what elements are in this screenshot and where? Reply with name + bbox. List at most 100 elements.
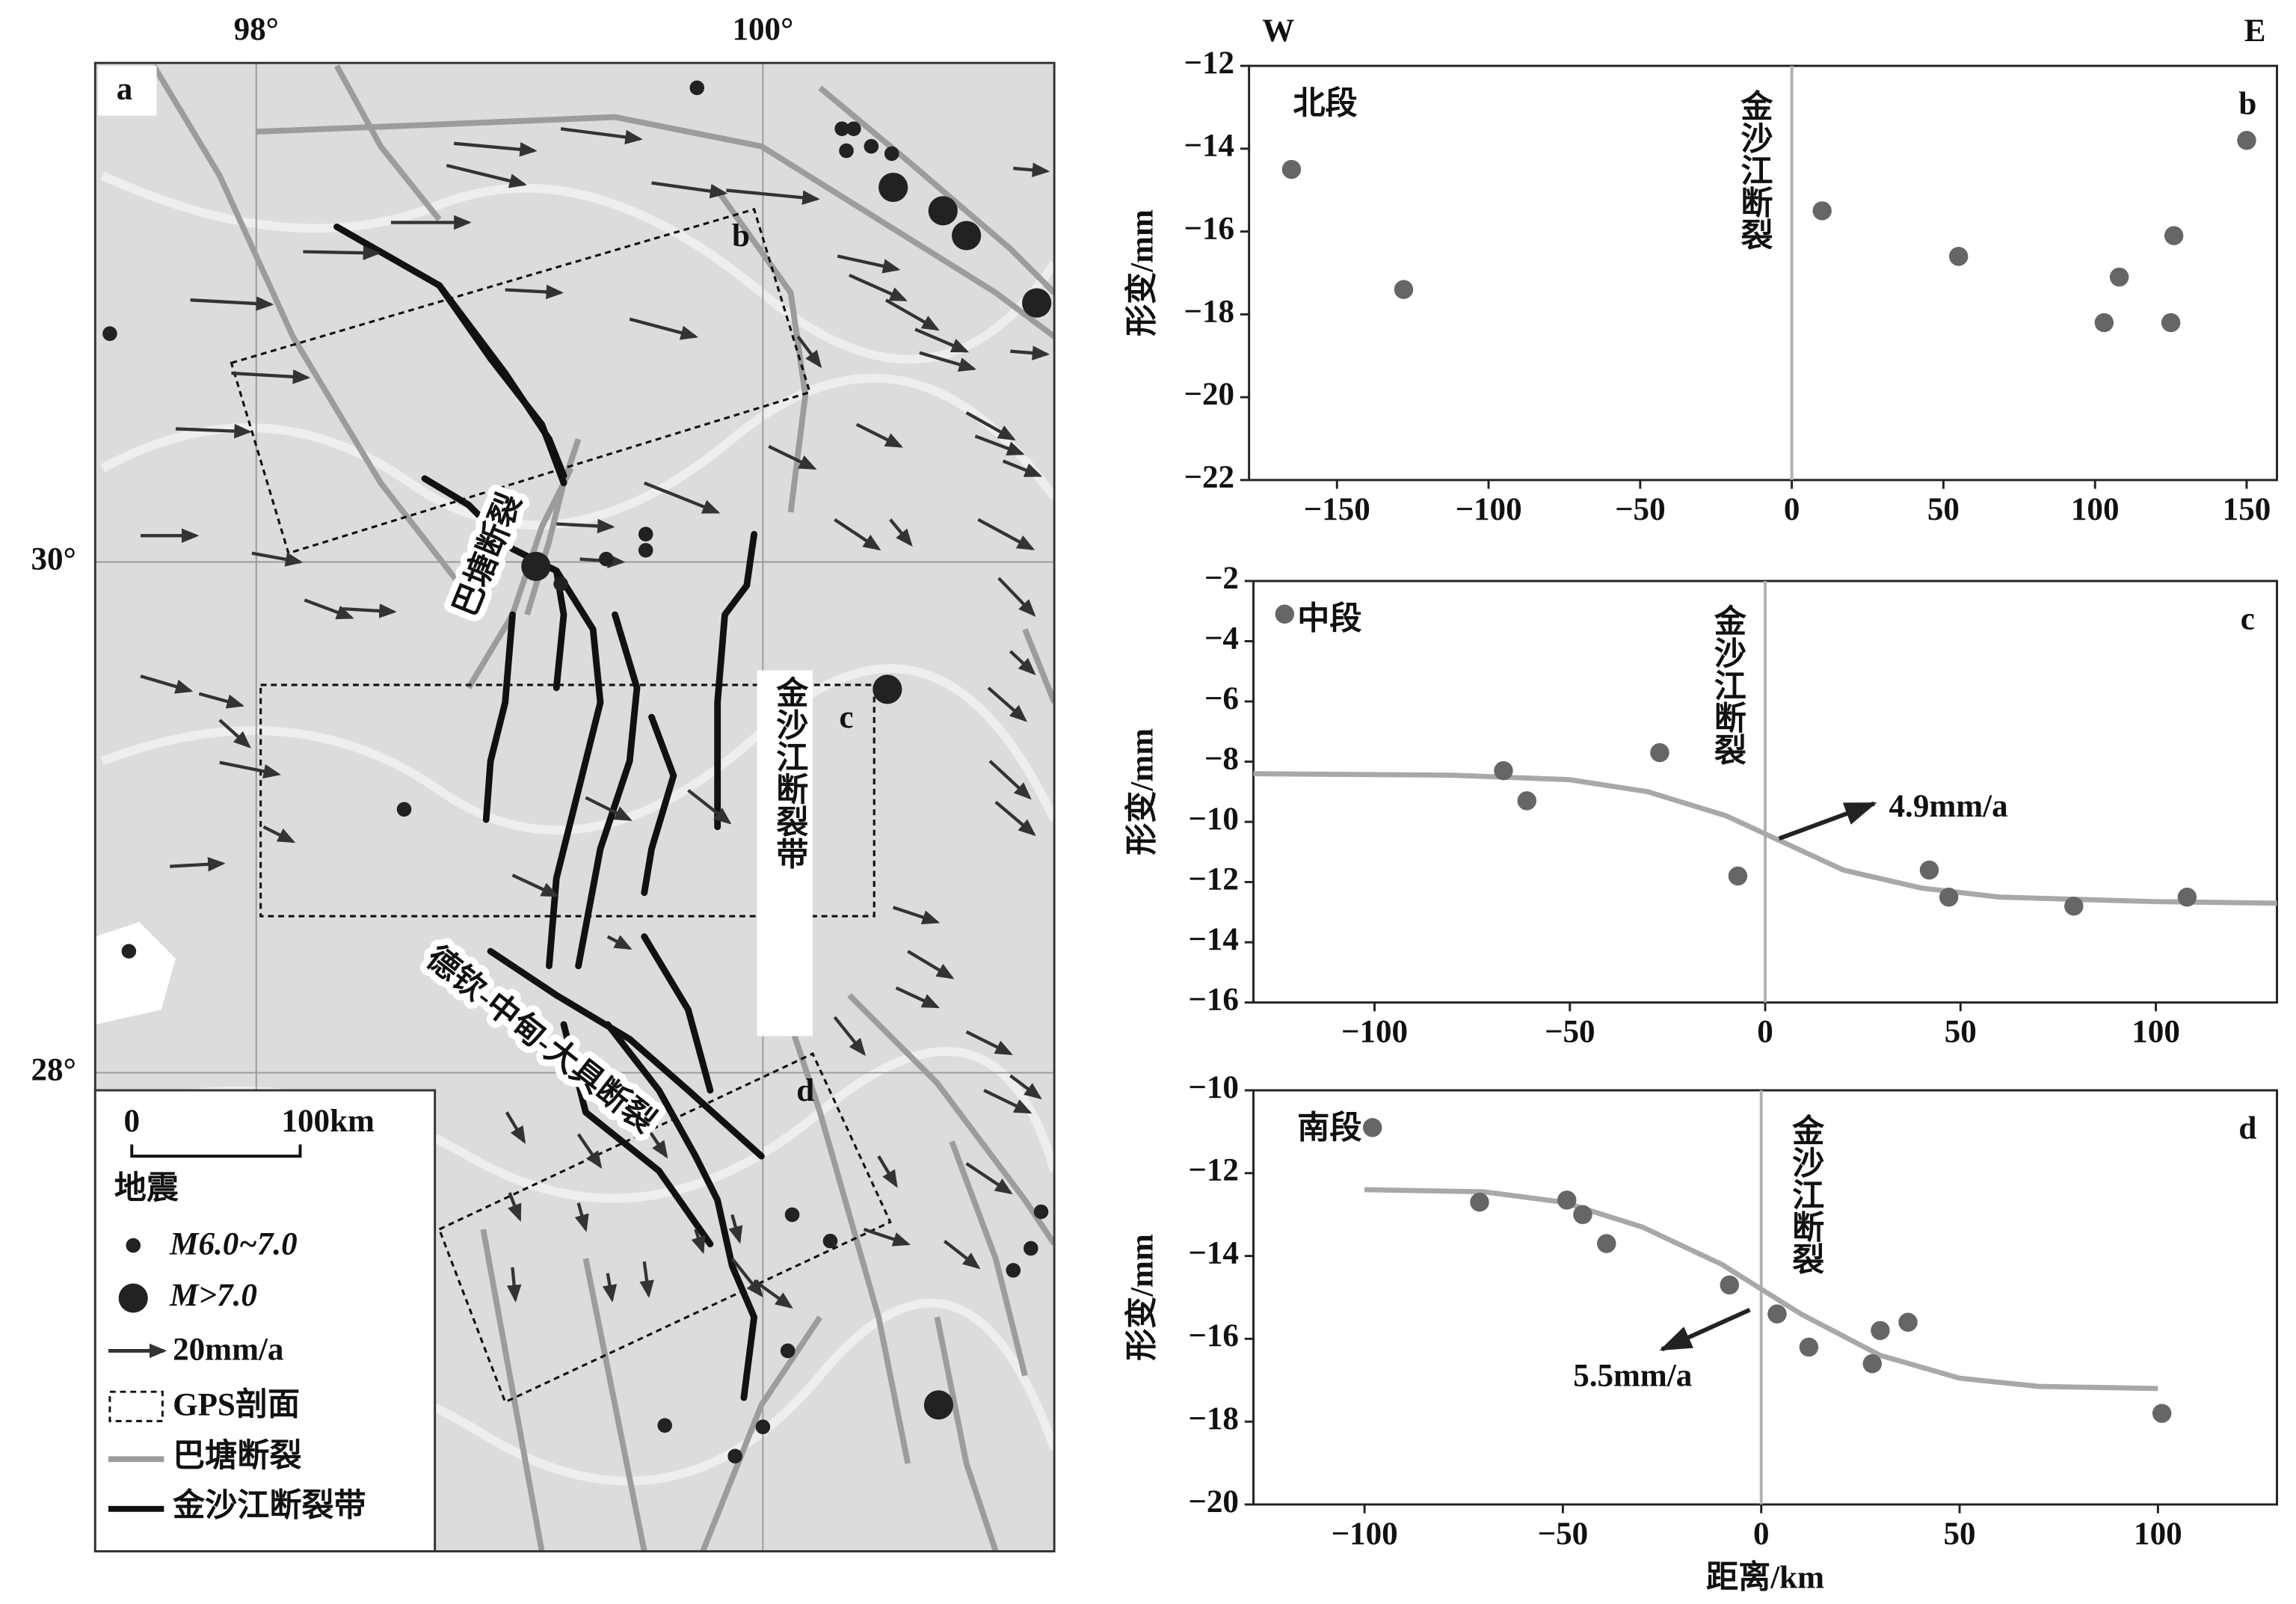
x-tick-label: −150 xyxy=(1304,492,1370,527)
direction-label: E xyxy=(2244,13,2266,49)
gps-arrow xyxy=(505,1111,526,1144)
profile-label: d xyxy=(796,1073,814,1108)
fault-label-box xyxy=(757,670,813,1036)
data-point xyxy=(1517,791,1537,811)
gps-arrow xyxy=(453,141,538,157)
gps-arrow xyxy=(231,369,311,384)
gps-arrow xyxy=(219,760,281,779)
earthquake-small xyxy=(396,802,412,817)
panel-label: b xyxy=(2238,87,2256,122)
earthquake-large xyxy=(521,551,551,581)
data-point xyxy=(1650,743,1669,763)
scale-label: 100km xyxy=(281,1104,375,1139)
gps-arrow xyxy=(560,127,643,145)
gps-arrow xyxy=(730,1257,763,1298)
gps-arrow xyxy=(965,1162,1013,1195)
legend-symbol xyxy=(108,1390,164,1422)
gps-profiles xyxy=(230,207,892,1404)
y-tick-label: −12 xyxy=(1188,861,1239,897)
gps-arrow xyxy=(606,935,633,950)
gps-arrow xyxy=(511,873,559,897)
fit-curve xyxy=(1253,771,2277,906)
data-point xyxy=(1898,1312,1918,1332)
data-point xyxy=(1394,280,1414,299)
y-tick-label: −14 xyxy=(1188,922,1239,957)
gps-arrow xyxy=(635,1111,668,1159)
lat-label: 30° xyxy=(31,541,76,577)
data-point xyxy=(2152,1404,2172,1423)
y-tick-label: −6 xyxy=(1204,681,1239,716)
y-axis-label: 形变/mm xyxy=(1124,728,1160,855)
earthquake-small xyxy=(1024,1241,1038,1256)
gps-arrow xyxy=(175,423,252,439)
gps-arrow xyxy=(833,1015,866,1057)
x-tick-label: 0 xyxy=(1784,492,1800,527)
gps-arrow xyxy=(837,254,901,274)
data-point xyxy=(1557,1190,1577,1210)
gps-arrow xyxy=(914,328,970,353)
data-point xyxy=(1720,1275,1740,1295)
gps-arrow xyxy=(342,603,397,618)
data-point xyxy=(1597,1234,1616,1253)
earthquake-small xyxy=(839,143,854,159)
profile-label: c xyxy=(839,700,853,735)
legend-label: GPS剖面 xyxy=(173,1387,300,1423)
data-point xyxy=(2161,313,2181,333)
legend-box xyxy=(93,1089,437,1553)
data-point xyxy=(2064,897,2084,916)
scale-label: 0 xyxy=(123,1104,140,1139)
y-tick-label: −20 xyxy=(1184,377,1234,412)
gps-arrow xyxy=(983,1089,1032,1114)
y-tick-label: −16 xyxy=(1184,212,1234,247)
x-tick-label: 0 xyxy=(1757,1015,1773,1050)
gps-arrow xyxy=(505,284,564,300)
gps-arrow xyxy=(974,434,1025,455)
panel-label: c xyxy=(2241,602,2255,637)
lon-label: 98° xyxy=(234,12,279,47)
gps-arrow xyxy=(508,1192,522,1222)
data-point xyxy=(1871,1321,1890,1341)
gps-arrow xyxy=(849,273,908,302)
data-point xyxy=(1812,201,1832,221)
data-point xyxy=(1799,1337,1819,1357)
gps-arrow xyxy=(863,1227,911,1247)
gps-arrow xyxy=(728,1214,743,1244)
y-tick-label: −14 xyxy=(1188,1235,1239,1270)
legend-title: 地震 xyxy=(114,1170,179,1206)
data-point xyxy=(1939,887,1959,907)
data-point xyxy=(1281,159,1302,179)
data-point xyxy=(1919,860,1939,880)
y-tick-label: −12 xyxy=(1184,46,1234,81)
gps-arrow xyxy=(629,317,699,340)
earthquakes xyxy=(102,80,1052,1464)
gps-arrow xyxy=(855,422,904,448)
x-tick-label: −100 xyxy=(1341,1015,1408,1050)
data-point xyxy=(1728,866,1748,886)
y-tick-label: −22 xyxy=(1184,460,1234,495)
earthquake-small xyxy=(689,80,705,96)
data-point xyxy=(1573,1205,1592,1224)
earthquake-small xyxy=(1033,1204,1049,1220)
gps-arrow xyxy=(639,1261,654,1298)
fault-label: 金沙江断裂 xyxy=(1788,1113,1825,1274)
data-point xyxy=(1275,604,1295,624)
x-tick-label: −50 xyxy=(1615,492,1666,527)
gps-arrow xyxy=(1010,345,1050,360)
gps-arrow xyxy=(884,298,940,331)
earthquake-small xyxy=(1006,1262,1021,1278)
gps-arrow xyxy=(556,518,615,534)
data-point xyxy=(1767,1304,1787,1324)
plot-frame xyxy=(1252,1089,2279,1506)
annotation-arrow xyxy=(1778,801,1877,841)
data-point xyxy=(1494,760,1513,781)
fault-label: 金沙江断裂 xyxy=(1709,603,1746,765)
gps-arrow xyxy=(251,551,304,567)
y-tick-label: −10 xyxy=(1188,802,1239,837)
earthquake-small xyxy=(638,526,653,542)
legend: 0 100km 地震 M6.0~7.0 M>7.0 20mm/a GPS剖面 巴… xyxy=(93,1089,437,1553)
y-tick-label: −16 xyxy=(1188,983,1239,1018)
gps-arrow xyxy=(977,517,1035,550)
earthquake-large xyxy=(952,221,982,251)
